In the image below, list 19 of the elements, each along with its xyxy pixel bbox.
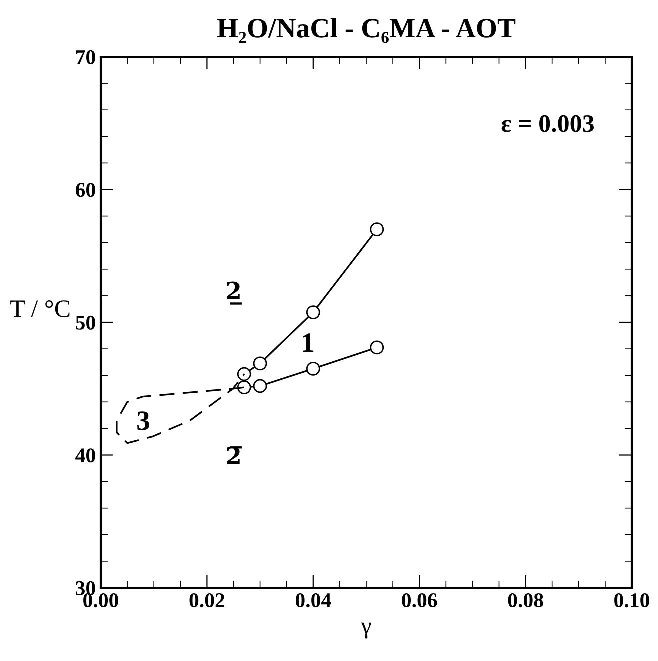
annotation: 1: [303, 334, 314, 352]
y-tick-label: 60: [76, 183, 96, 198]
annotation: 2̅: [227, 446, 242, 464]
x-tick-label: 0.10: [614, 593, 650, 608]
x-tick-label: 0.00: [84, 593, 118, 608]
x-tick-label: 0.08: [508, 593, 544, 608]
y-axis-title: T / °C: [10, 300, 70, 318]
y-tick-label: 50: [76, 316, 96, 330]
x-tick-label: 0.06: [402, 593, 438, 608]
annotation: ε = 0.003: [502, 115, 594, 132]
x-tick-label: 0.02: [190, 593, 225, 608]
y-tick-label: 70: [76, 50, 96, 64]
y-tick-label: 30: [76, 581, 96, 596]
annotation: 3: [138, 412, 150, 430]
x-axis-title: γ: [361, 622, 372, 639]
annotation: 2̲: [227, 282, 242, 305]
y-tick-label: 40: [76, 448, 96, 463]
x-tick-label: 0.04: [296, 593, 332, 608]
chart-title: H₂O/NaCl - C₆MA - AOT: [217, 18, 516, 44]
